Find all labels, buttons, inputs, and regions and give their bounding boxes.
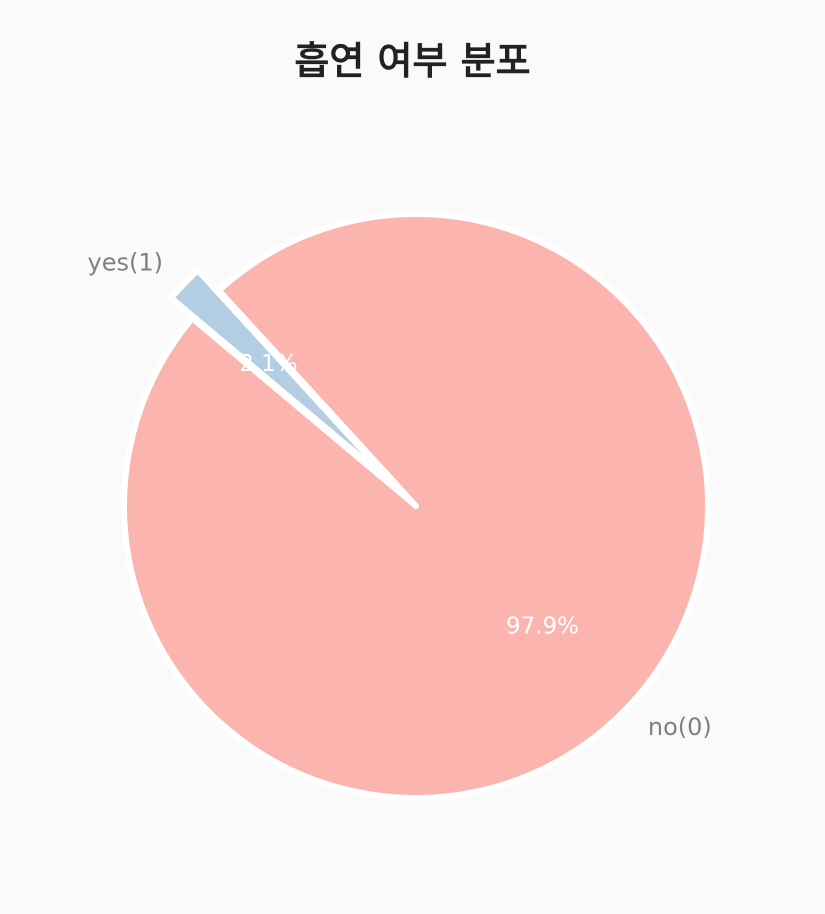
slice-label-0: no(0) <box>648 713 712 741</box>
pie-slice-0 <box>121 211 711 801</box>
slice-percent-0: 97.9% <box>506 614 579 640</box>
pie-slice-1 <box>168 267 398 489</box>
chart-title: 흡연 여부 분포 <box>294 39 531 83</box>
slice-percent-1: 2.1% <box>239 351 297 377</box>
slice-label-1: yes(1) <box>88 249 163 277</box>
